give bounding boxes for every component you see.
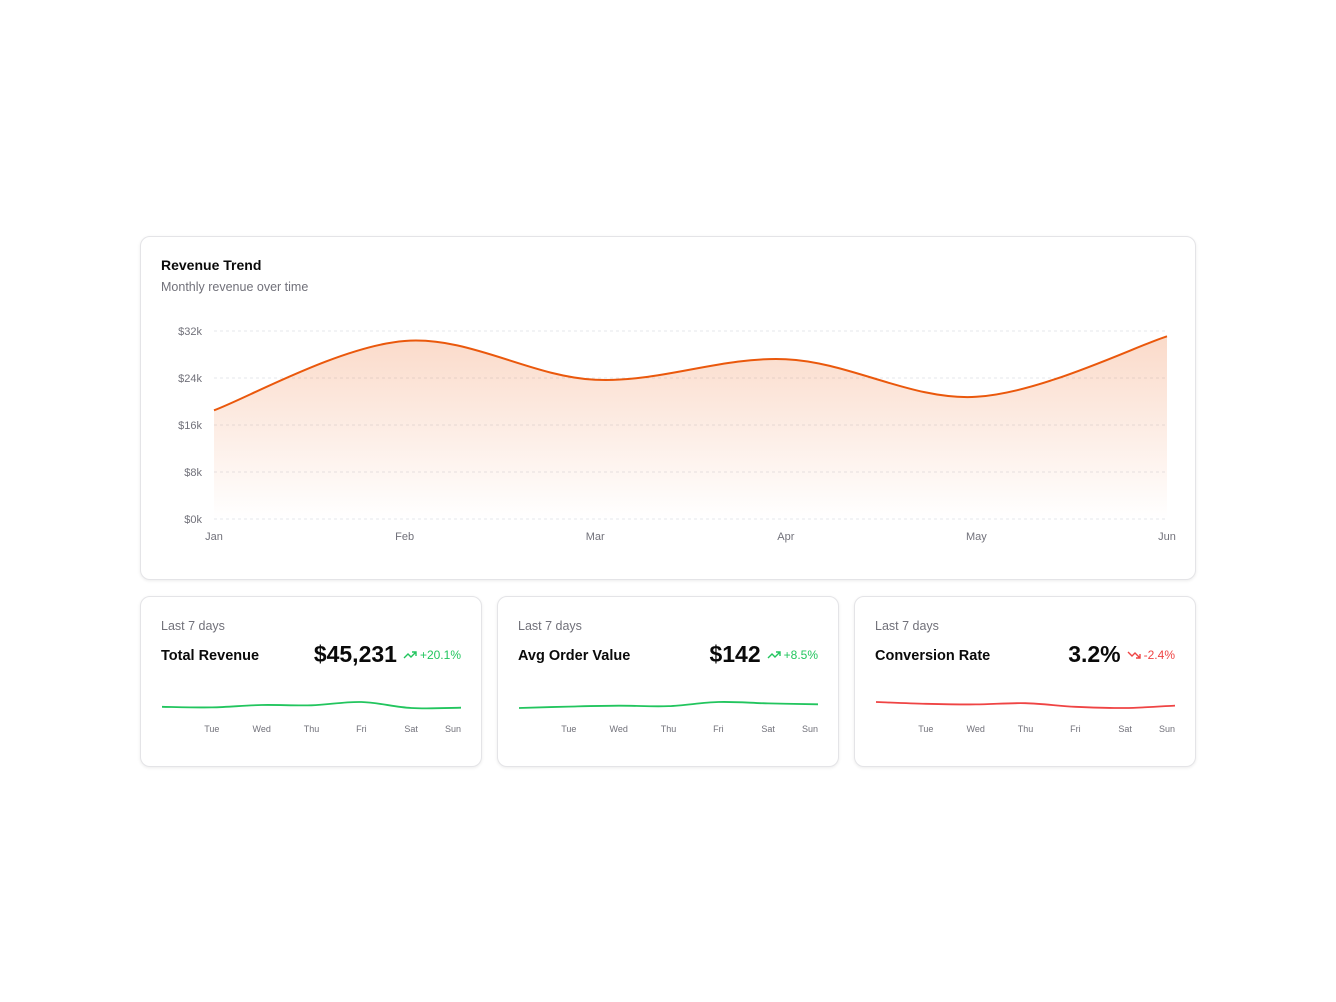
x-tick-label: Sat [1118, 724, 1132, 734]
x-tick-label: Tue [918, 724, 933, 734]
sparkline-chart: Tue Wed Thu Fri Sat Sun [161, 701, 462, 734]
metric-value: $142 [709, 641, 761, 667]
revenue-trend-card: Revenue Trend Monthly revenue over time … [140, 236, 1196, 580]
y-tick-label: $0k [184, 514, 202, 526]
x-tick-label: Sun [802, 724, 818, 734]
x-tick-label: Tue [561, 724, 576, 734]
x-tick-label: Wed [252, 724, 270, 734]
x-tick-label: Fri [713, 724, 724, 734]
x-tick-label: May [966, 531, 987, 543]
sparkline [518, 701, 819, 709]
change-percent: +8.5% [783, 647, 818, 662]
chart-subtitle: Monthly revenue over time [161, 280, 309, 294]
chart-title: Revenue Trend [161, 257, 262, 273]
period-label: Last 7 days [875, 619, 939, 633]
x-tick-label: Sat [404, 724, 418, 734]
x-tick-label: Tue [204, 724, 219, 734]
x-tick-label: Wed [966, 724, 984, 734]
change-percent: -2.4% [1143, 647, 1175, 662]
metric-name: Conversion Rate [875, 648, 991, 664]
trending-up-icon [403, 650, 417, 658]
x-tick-label: Apr [777, 531, 794, 543]
x-tick-label: Fri [1070, 724, 1081, 734]
metric-value: $45,231 [313, 641, 397, 667]
revenue-line [213, 335, 1168, 412]
conversion-rate-card: Last 7 days Conversion Rate 3.2% -2.4% T… [854, 596, 1196, 767]
x-tick-label: Fri [356, 724, 367, 734]
y-tick-label: $8k [184, 467, 202, 479]
x-tick-label: Mar [586, 531, 605, 543]
revenue-area-chart: $0k $8k $16k $24k $32k Jan Feb Mar Apr May Jun [178, 326, 1176, 543]
sparkline-chart: Tue Wed Thu Fri Sat Sun [518, 701, 819, 734]
revenue-area-fill [214, 336, 1167, 519]
y-tick-label: $16k [178, 420, 202, 432]
x-tick-label: Sat [761, 724, 775, 734]
x-tick-label: Thu [304, 724, 320, 734]
x-tick-label: Thu [1018, 724, 1034, 734]
y-tick-label: $24k [178, 373, 202, 385]
x-tick-label: Sun [445, 724, 461, 734]
sparkline [161, 701, 462, 710]
x-tick-label: Feb [395, 531, 414, 543]
sparkline-chart: Tue Wed Thu Fri Sat Sun [875, 701, 1176, 734]
sparkline [875, 701, 1176, 709]
trending-up-icon [767, 650, 781, 658]
metric-name: Avg Order Value [518, 648, 631, 664]
metric-name: Total Revenue [161, 648, 260, 664]
avg-order-value-card: Last 7 days Avg Order Value $142 +8.5% T… [497, 596, 839, 767]
x-tick-label: Jan [205, 531, 223, 543]
x-tick-label: Sun [1159, 724, 1175, 734]
trending-down-icon [1127, 651, 1141, 659]
y-tick-label: $32k [178, 326, 202, 338]
x-tick-label: Jun [1158, 531, 1176, 543]
x-tick-label: Thu [661, 724, 677, 734]
metric-value: 3.2% [1068, 641, 1121, 667]
period-label: Last 7 days [161, 619, 225, 633]
x-tick-label: Wed [609, 724, 627, 734]
change-percent: +20.1% [419, 647, 461, 662]
period-label: Last 7 days [518, 619, 582, 633]
total-revenue-card: Last 7 days Total Revenue $45,231 +20.1%… [140, 596, 482, 767]
